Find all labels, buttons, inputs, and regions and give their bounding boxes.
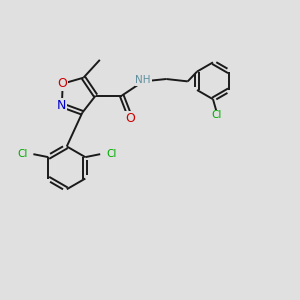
Text: N: N <box>57 99 67 112</box>
Text: Cl: Cl <box>106 149 116 159</box>
Text: Cl: Cl <box>17 149 27 159</box>
Text: Cl: Cl <box>212 110 222 120</box>
Text: NH: NH <box>135 75 151 85</box>
Text: O: O <box>58 77 68 90</box>
Text: O: O <box>125 112 135 125</box>
